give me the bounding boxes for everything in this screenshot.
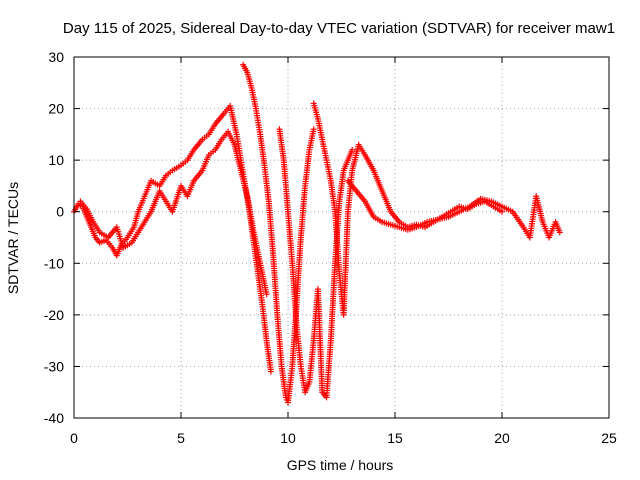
data-point <box>267 368 274 375</box>
y-tick-label: 20 <box>48 101 64 117</box>
series-track-E <box>310 100 505 318</box>
y-tick-label: -40 <box>44 410 64 426</box>
x-tick-label: 10 <box>280 430 296 446</box>
y-tick-label: 10 <box>48 152 64 168</box>
y-tick-label: 0 <box>56 204 64 220</box>
series-track-D <box>276 126 356 401</box>
data-point <box>349 146 356 153</box>
x-tick-label: 25 <box>601 430 617 446</box>
x-tick-label: 5 <box>177 430 185 446</box>
y-tick-label: 30 <box>48 49 64 65</box>
x-tick-labels: 0 5 10 15 20 25 <box>70 430 617 446</box>
x-axis-label: GPS time / hours <box>287 457 394 473</box>
x-tick-label: 15 <box>387 430 403 446</box>
axis-ticks <box>73 56 610 419</box>
chart-title: Day 115 of 2025, Sidereal Day-to-day VTE… <box>63 20 615 37</box>
series-track-F <box>344 177 563 241</box>
y-tick-label: -30 <box>44 358 64 374</box>
data-point <box>263 291 270 298</box>
data-point <box>310 126 317 133</box>
x-tick-label: 0 <box>70 430 78 446</box>
y-tick-labels: 30 20 10 0 -10 -20 -30 -40 <box>44 49 64 426</box>
y-tick-label: -10 <box>44 255 64 271</box>
x-tick-label: 20 <box>494 430 510 446</box>
y-tick-label: -20 <box>44 307 64 323</box>
data-point <box>556 229 563 236</box>
grid-lines <box>74 57 609 418</box>
plot-frame <box>73 56 610 419</box>
series-track-A <box>71 102 274 375</box>
series-track-B <box>77 128 270 298</box>
data-points <box>71 61 563 406</box>
data-point <box>499 208 505 215</box>
y-axis-label: SDTVAR / TECUs <box>5 182 21 294</box>
